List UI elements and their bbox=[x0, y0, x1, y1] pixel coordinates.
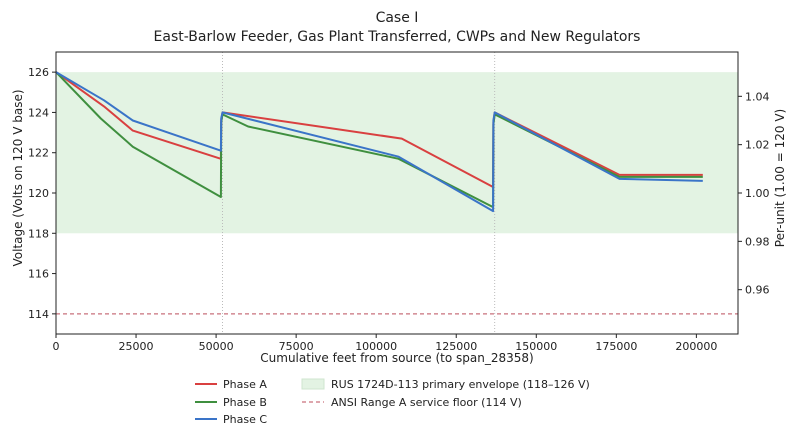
y-tick-label: 126 bbox=[28, 66, 49, 79]
y2-tick-label: 0.98 bbox=[745, 235, 770, 248]
x-axis-label: Cumulative feet from source (to span_283… bbox=[260, 351, 533, 365]
x-tick-label: 175000 bbox=[595, 340, 637, 353]
y2-tick-label: 1.04 bbox=[745, 90, 770, 103]
chart-subtitle: East-Barlow Feeder, Gas Plant Transferre… bbox=[154, 29, 641, 45]
regulator-markers bbox=[221, 52, 496, 334]
y-tick-label: 122 bbox=[28, 147, 49, 160]
series-lines bbox=[55, 71, 703, 213]
x-tick-label: 125000 bbox=[435, 340, 477, 353]
y2-tick-label: 1.02 bbox=[745, 139, 770, 152]
y-tick-label: 116 bbox=[28, 268, 49, 281]
legend-label-phase-a: Phase A bbox=[223, 378, 267, 391]
x-tick-label: 200000 bbox=[675, 340, 717, 353]
chart-title: Case I bbox=[376, 10, 419, 26]
primary-envelope-band bbox=[56, 72, 738, 234]
y-axis: 114 116 118 120 122 124 126 bbox=[28, 66, 56, 321]
legend-label-phase-b: Phase B bbox=[223, 396, 267, 409]
y2-axis: 0.96 0.98 1.00 1.02 1.04 bbox=[738, 90, 770, 297]
y2-tick-label: 1.00 bbox=[745, 187, 770, 200]
x-tick-label: 25000 bbox=[119, 340, 154, 353]
legend: Phase A Phase B Phase C RUS 1724D-113 pr… bbox=[195, 378, 590, 426]
x-tick-label: 100000 bbox=[355, 340, 397, 353]
x-axis: 0 25000 50000 75000 100000 125000 150000 175000… bbox=[53, 334, 717, 353]
legend-swatch-envelope bbox=[301, 378, 325, 390]
y-tick-label: 120 bbox=[28, 187, 49, 200]
y2-axis-label: Per-unit (1.00 = 120 V) bbox=[773, 109, 787, 247]
legend-label-phase-c: Phase C bbox=[223, 413, 267, 426]
x-tick-label: 50000 bbox=[199, 340, 234, 353]
series-line-phase-c bbox=[55, 71, 703, 213]
y-tick-label: 114 bbox=[28, 308, 49, 321]
y-tick-label: 124 bbox=[28, 106, 49, 119]
legend-label-service-floor: ANSI Range A service floor (114 V) bbox=[331, 396, 522, 409]
x-tick-label: 75000 bbox=[279, 340, 314, 353]
x-tick-label: 150000 bbox=[515, 340, 557, 353]
y-tick-label: 118 bbox=[28, 227, 49, 240]
y2-tick-label: 0.96 bbox=[745, 284, 770, 297]
y-axis-label: Voltage (Volts on 120 V base) bbox=[11, 89, 25, 266]
plot-area bbox=[55, 51, 739, 335]
legend-label-envelope: RUS 1724D-113 primary envelope (118–126 … bbox=[331, 378, 590, 391]
x-tick-label: 0 bbox=[53, 340, 60, 353]
